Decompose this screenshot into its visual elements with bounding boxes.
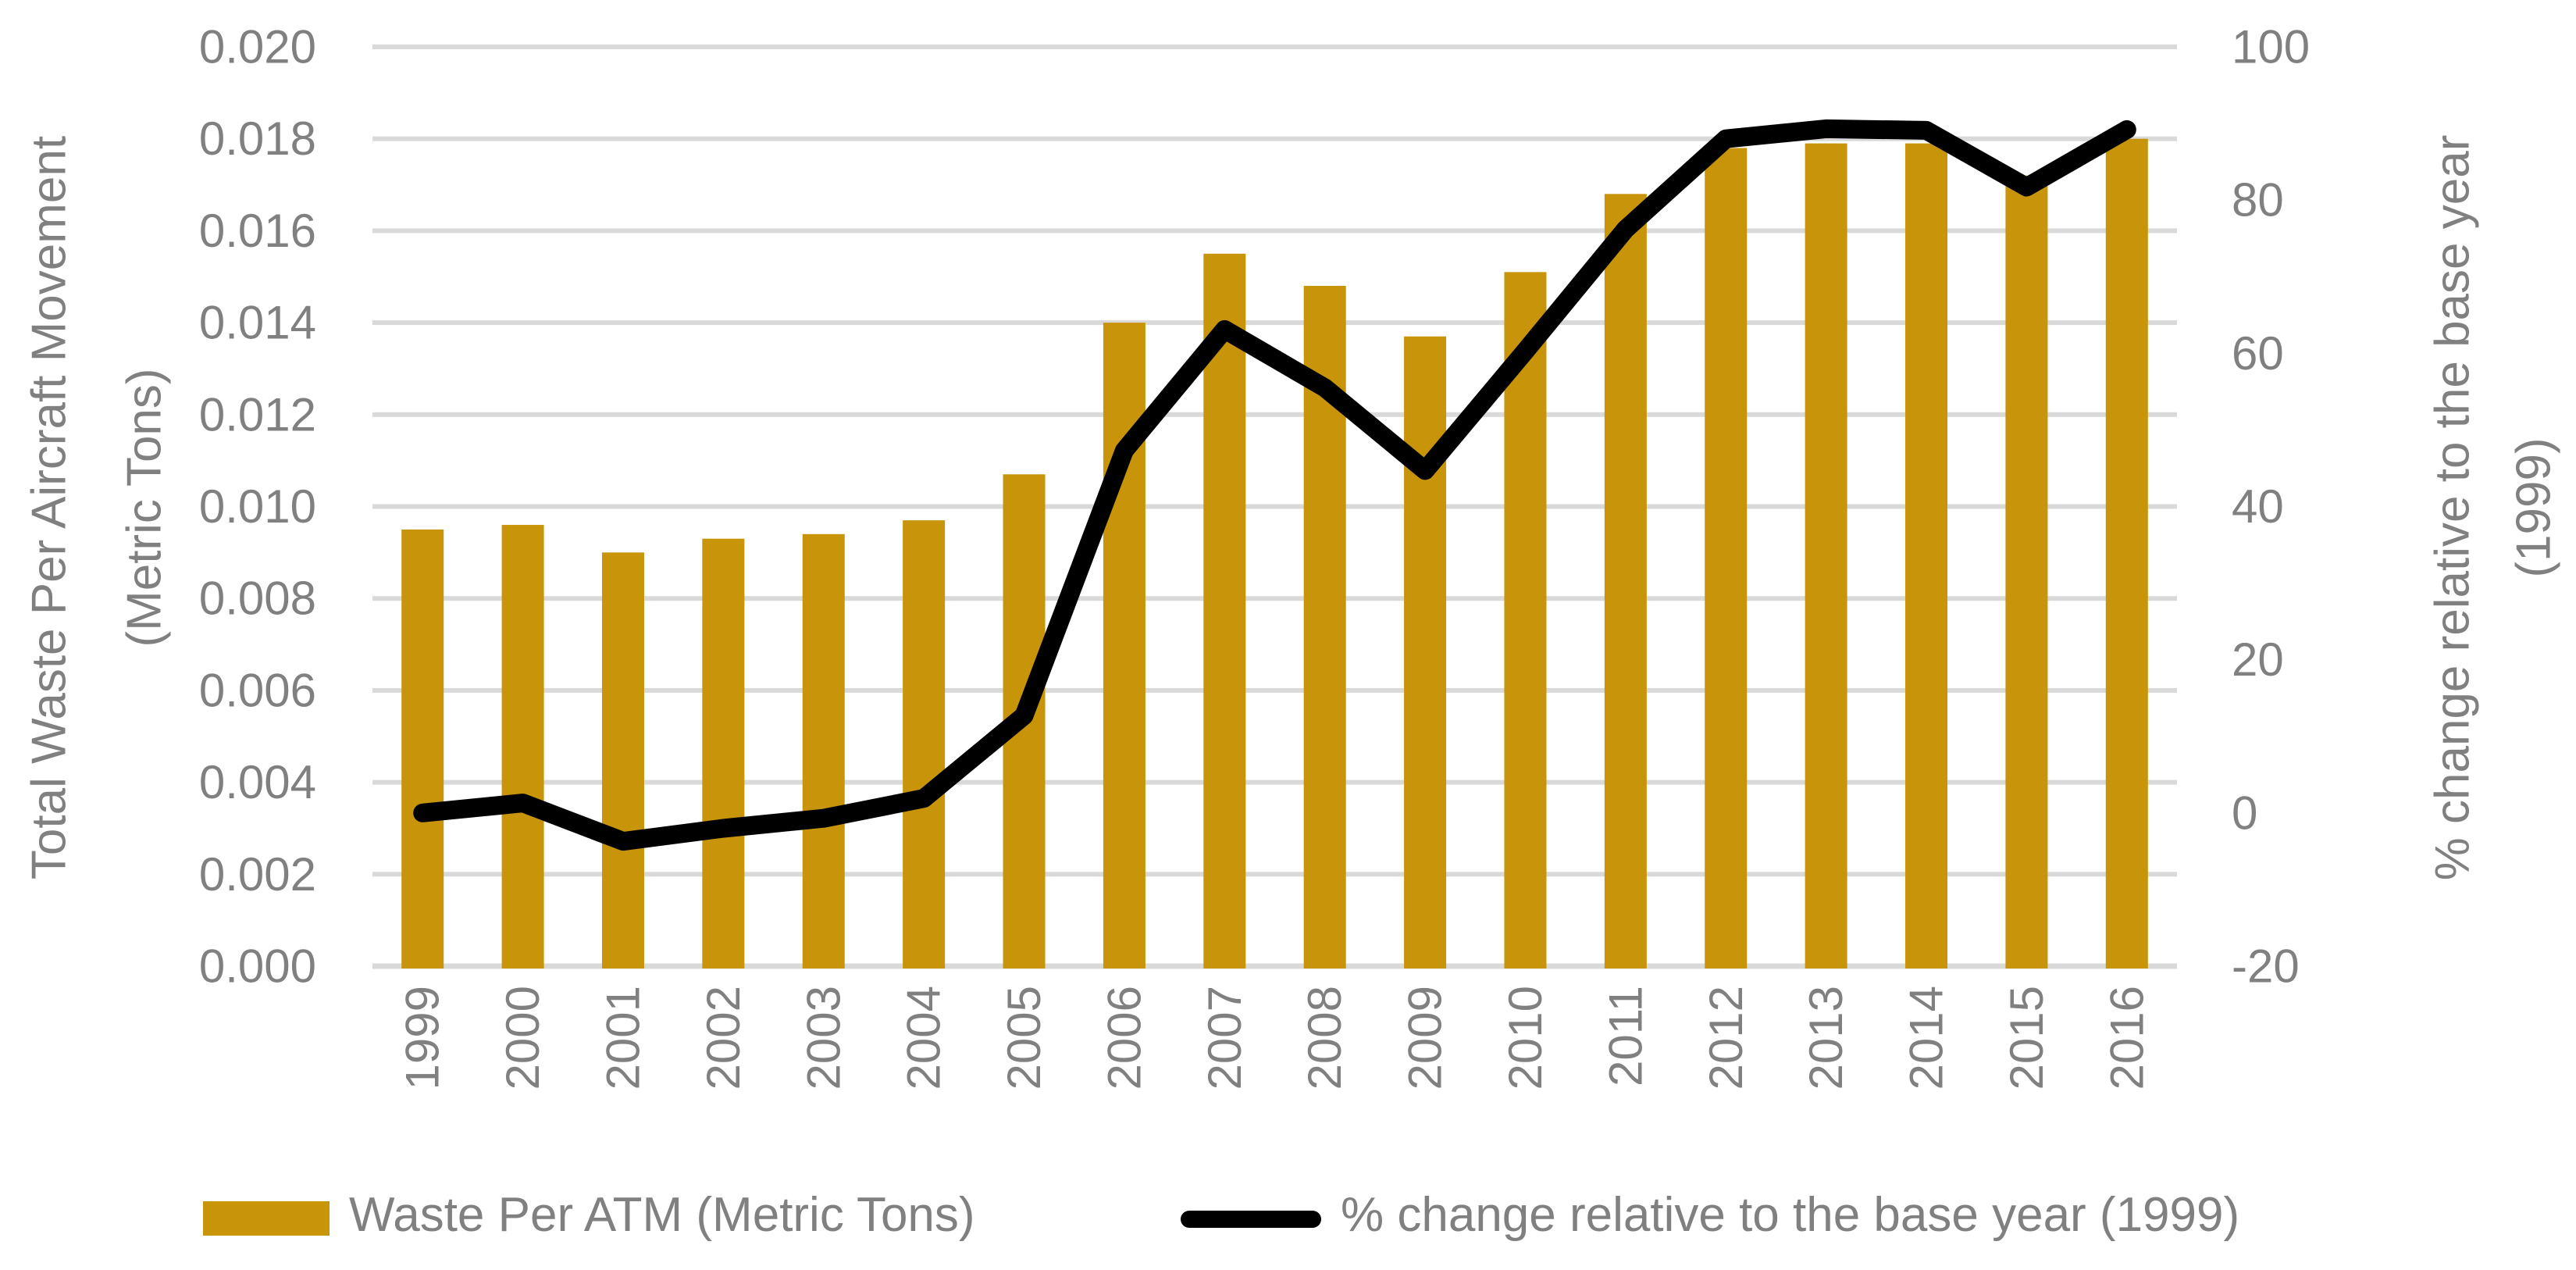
right-axis-tick-label: 60 <box>2232 327 2284 380</box>
x-axis-label-2012: 2012 <box>1700 986 1752 1090</box>
bar-2016 <box>2105 138 2148 969</box>
x-axis-label-2008: 2008 <box>1299 986 1351 1090</box>
x-axis-label-2010: 2010 <box>1499 986 1552 1090</box>
legend-label-waste-per-atm: Waste Per ATM (Metric Tons) <box>349 1188 975 1242</box>
bar-2012 <box>1705 148 1748 969</box>
bar-2014 <box>1905 143 1948 969</box>
x-axis-label-2007: 2007 <box>1199 986 1251 1090</box>
left-axis-tick-label: 0.012 <box>199 388 316 441</box>
left-axis-tick-label: 0.020 <box>199 21 316 73</box>
x-axis-label-2014: 2014 <box>1901 986 1953 1090</box>
right-axis-tick-label: 80 <box>2232 174 2284 227</box>
bar-2000 <box>501 525 544 969</box>
x-axis-label-2002: 2002 <box>697 986 750 1090</box>
x-axis-label-2009: 2009 <box>1399 986 1452 1090</box>
bar-2009 <box>1404 336 1447 969</box>
bar-2015 <box>2005 175 2048 969</box>
bar-2010 <box>1504 272 1547 969</box>
legend-line-swatch <box>1181 1211 1321 1228</box>
legend-label-percent-change: % change relative to the base year (1999… <box>1341 1188 2240 1242</box>
percent-change-line <box>413 119 2136 851</box>
left-axis-title: Total Waste Per Aircraft Movement <box>23 136 77 879</box>
gridline <box>372 504 2177 509</box>
left-axis-tick-label: 0.006 <box>199 664 316 716</box>
left-axis-tick-label: 0.010 <box>199 480 316 533</box>
left-axis-tick-label: 0.018 <box>199 112 316 165</box>
gridline <box>372 779 2177 785</box>
bar-2011 <box>1604 194 1647 969</box>
x-axis-label-2001: 2001 <box>597 986 649 1090</box>
legend-bar-swatch <box>203 1201 330 1236</box>
left-axis-tick-label: 0.008 <box>199 573 316 625</box>
bar-2004 <box>903 520 946 969</box>
gridline <box>372 872 2177 877</box>
gridline <box>372 596 2177 601</box>
x-axis-label-2003: 2003 <box>797 986 850 1090</box>
x-axis-label-2005: 2005 <box>998 986 1050 1090</box>
x-axis-label-2011: 2011 <box>1599 986 1651 1086</box>
left-axis-tick-label: 0.004 <box>199 756 316 808</box>
right-axis-tick-label: -20 <box>2232 940 2300 993</box>
bar-2002 <box>702 538 745 969</box>
gridline <box>372 320 2177 326</box>
x-axis-label-2013: 2013 <box>1800 986 1852 1090</box>
left-axis-tick-label: 0.014 <box>199 297 316 349</box>
right-axis-title-units: (1999) <box>2507 437 2561 577</box>
gridline <box>372 412 2177 417</box>
right-axis-tick-label: 40 <box>2232 480 2284 533</box>
gridline <box>372 228 2177 234</box>
bar-2007 <box>1203 253 1246 969</box>
x-axis-line <box>372 963 2177 969</box>
right-axis-title: % change relative to the base year <box>2426 135 2480 881</box>
x-axis-label-1999: 1999 <box>397 986 449 1090</box>
gridline <box>372 687 2177 693</box>
x-axis-label-2000: 2000 <box>497 986 549 1090</box>
x-axis-label-2004: 2004 <box>898 986 950 1090</box>
x-axis-label-2016: 2016 <box>2100 986 2153 1090</box>
left-axis-tick-label: 0.016 <box>199 205 316 257</box>
x-axis-label-2015: 2015 <box>2001 986 2053 1090</box>
gridline <box>372 136 2177 141</box>
bar-2003 <box>802 533 845 969</box>
bar-2001 <box>601 552 644 969</box>
gridline <box>372 45 2177 49</box>
left-axis-title-units: (Metric Tons) <box>118 368 172 647</box>
left-axis-tick-label: 0.002 <box>199 848 316 901</box>
right-axis-tick-label: 0 <box>2232 787 2257 839</box>
right-axis-tick-label: 100 <box>2232 21 2310 73</box>
bar-1999 <box>401 529 444 969</box>
left-axis-tick-label: 0.000 <box>199 940 316 993</box>
x-axis-label-2006: 2006 <box>1098 986 1150 1090</box>
right-axis-tick-label: 20 <box>2232 633 2284 686</box>
bar-2013 <box>1805 143 1847 969</box>
